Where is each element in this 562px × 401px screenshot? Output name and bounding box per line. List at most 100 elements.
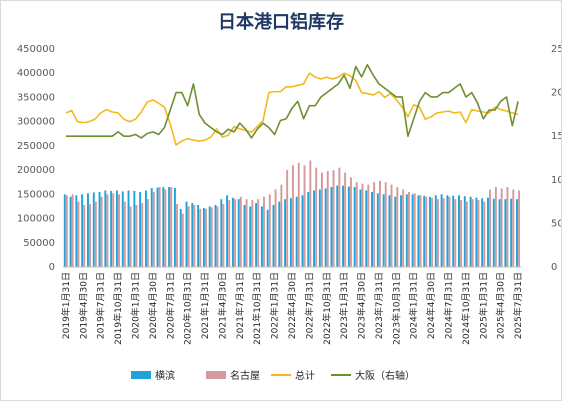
- yokohama-bar: [458, 195, 460, 267]
- nagoya-bar: [315, 167, 318, 267]
- yokohama-bar: [87, 193, 89, 267]
- yokohama-bar: [452, 195, 455, 267]
- nagoya-bar: [100, 196, 103, 267]
- yokohama-bar: [365, 190, 368, 267]
- yokohama-bar: [249, 206, 252, 267]
- legend-label: 大阪（右轴）: [355, 369, 415, 382]
- lines-layer: [65, 63, 519, 146]
- yokohama-bar: [115, 190, 118, 267]
- nagoya-bar: [460, 200, 463, 267]
- yokohama-bar: [208, 206, 211, 267]
- nagoya-bar: [280, 184, 283, 267]
- yokohama-bar: [289, 198, 292, 267]
- nagoya-bar: [135, 204, 138, 267]
- nagoya-bar: [326, 171, 329, 267]
- y-left-tick-label: 300000: [17, 117, 55, 128]
- nagoya-bar: [489, 189, 492, 267]
- yokohama-bar: [516, 199, 518, 267]
- nagoya-bar: [170, 187, 173, 267]
- nagoya-bar: [176, 204, 178, 267]
- yokohama-bar: [481, 198, 484, 267]
- yokohama-bar: [133, 190, 136, 267]
- yokohama-bar: [382, 194, 385, 267]
- yokohama-bar: [411, 194, 414, 267]
- nagoya-bar: [112, 193, 115, 267]
- yokohama-bar: [69, 196, 72, 267]
- nagoya-bar: [419, 195, 422, 267]
- yokohama-bar: [191, 203, 194, 267]
- x-tick-label: 2023年7月31日: [373, 272, 385, 339]
- x-tick-label: 2020年1月31日: [129, 272, 141, 339]
- nagoya-bar: [193, 204, 196, 267]
- nagoya-bar: [268, 194, 271, 267]
- nagoya-bar: [454, 199, 457, 267]
- x-tick-label: 2020年10月31日: [182, 272, 194, 345]
- y-right-tick-label: 5000: [551, 218, 561, 229]
- yokohama-bar: [92, 192, 95, 267]
- nagoya-bar: [378, 180, 381, 267]
- yokohama-bar: [121, 191, 124, 267]
- yokohama-bar: [272, 204, 275, 267]
- nagoya-bar: [309, 160, 312, 267]
- nagoya-bar: [65, 195, 68, 267]
- left-axis: 0 50000 100000 150000 200000 250000 300000 3500…: [17, 44, 55, 273]
- nagoya-bar: [106, 194, 109, 267]
- yokohama-bar: [202, 207, 205, 267]
- yokohama-bar: [75, 195, 78, 267]
- nagoya-bar: [239, 196, 242, 267]
- x-tick-label: 2019年10月31日: [112, 272, 124, 345]
- yokohama-bar: [98, 191, 101, 267]
- nagoya-bar: [402, 189, 405, 267]
- x-tick-label: 2019年4月30日: [77, 272, 89, 339]
- total-line: [65, 72, 519, 146]
- yokohama-bar: [185, 201, 188, 267]
- yokohama-bar: [220, 199, 223, 267]
- yokohama-bar: [144, 190, 147, 267]
- y-right-tick-label: 25000: [551, 44, 561, 55]
- yokohama-bar: [417, 195, 420, 267]
- nagoya-bar: [396, 187, 399, 267]
- legend-label: 总计: [295, 369, 315, 382]
- yokohama-bar: [463, 196, 466, 267]
- nagoya-bar: [234, 199, 236, 267]
- nagoya-bar: [506, 187, 509, 267]
- yokohama-bar: [347, 186, 350, 267]
- yokohama-bar: [231, 197, 234, 267]
- nagoya-bar: [77, 201, 80, 267]
- osaka-line: [65, 63, 519, 139]
- legend-label: 名古屋: [230, 369, 260, 382]
- nagoya-bar: [477, 200, 480, 267]
- yokohama-bar: [278, 201, 281, 267]
- chart-title: 日本港口铝库存: [218, 11, 344, 33]
- yokohama-bar: [487, 197, 489, 267]
- legend-swatch: [206, 371, 226, 379]
- x-tick-label: 2021年7月31日: [234, 272, 246, 339]
- nagoya-bar: [205, 208, 207, 267]
- nagoya-bar: [384, 182, 387, 267]
- yokohama-bar: [475, 197, 478, 267]
- nagoya-bar: [361, 183, 364, 267]
- yokohama-bar: [342, 185, 345, 267]
- nagoya-bar: [390, 184, 393, 267]
- yokohama-bar: [469, 196, 472, 267]
- yokohama-bar: [266, 209, 269, 267]
- y-right-tick-label: 15000: [551, 131, 561, 142]
- x-tick-label: 2021年4月30日: [216, 272, 228, 339]
- x-tick-label: 2020年4月30日: [147, 272, 159, 339]
- y-left-tick-label: 450000: [17, 44, 55, 55]
- nagoya-bar: [436, 199, 439, 267]
- nagoya-bar: [512, 189, 515, 267]
- nagoya-bar: [297, 162, 300, 267]
- x-tick-label: 2024年7月31日: [443, 272, 455, 339]
- yokohama-bar: [434, 195, 437, 267]
- nagoya-bar: [118, 194, 120, 267]
- yokohama-bar: [197, 204, 200, 267]
- x-tick-label: 2021年1月31日: [199, 272, 211, 339]
- legend-swatch: [131, 371, 151, 379]
- yokohama-bar: [307, 191, 310, 267]
- x-tick-label: 2025年4月30日: [495, 272, 507, 339]
- yokohama-bar: [237, 199, 240, 267]
- x-tick-label: 2024年10月31日: [460, 272, 472, 345]
- nagoya-bar: [251, 200, 254, 267]
- nagoya-bar: [442, 198, 445, 267]
